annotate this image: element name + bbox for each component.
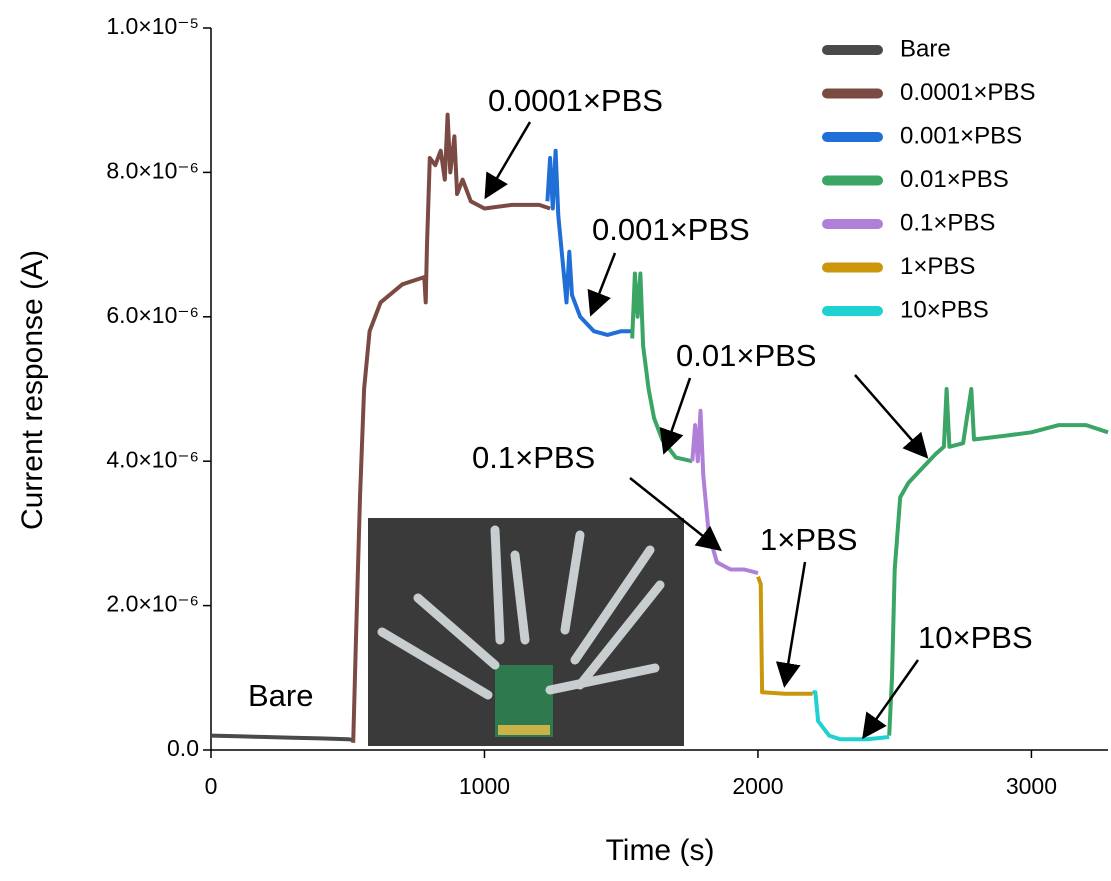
inset-photo bbox=[368, 518, 684, 746]
annotation-arrow bbox=[587, 252, 617, 317]
annotation-arrow bbox=[854, 374, 929, 459]
series-line bbox=[756, 575, 813, 696]
series-line bbox=[210, 733, 354, 742]
y-tick-label: 0.0 bbox=[167, 735, 199, 761]
y-tick-label: 6.0×10⁻⁶ bbox=[106, 302, 199, 328]
annotation-arrow bbox=[629, 477, 722, 552]
legend-label: Bare bbox=[900, 35, 951, 62]
series-line bbox=[545, 148, 633, 337]
annotation: 1×PBS bbox=[760, 522, 857, 557]
series-line bbox=[690, 408, 759, 576]
annotation: 10×PBS bbox=[918, 620, 1033, 655]
x-tick-label: 2000 bbox=[732, 773, 783, 799]
annotation-arrow bbox=[484, 121, 532, 200]
legend-label: 0.0001×PBS bbox=[900, 79, 1035, 106]
y-tick-label: 4.0×10⁻⁶ bbox=[106, 446, 199, 472]
annotation-arrow bbox=[862, 659, 920, 740]
legend-label: 0.01×PBS bbox=[900, 166, 1009, 193]
legend-label: 1×PBS bbox=[900, 253, 975, 280]
x-axis-label: Time (s) bbox=[606, 834, 715, 867]
annotation: 0.0001×PBS bbox=[488, 83, 663, 118]
annotation-arrow bbox=[775, 561, 807, 688]
annotation: 0.1×PBS bbox=[472, 440, 595, 475]
legend-label: 10×PBS bbox=[900, 296, 989, 323]
legend-label: 0.001×PBS bbox=[900, 122, 1022, 149]
x-tick-label: 0 bbox=[205, 773, 218, 799]
annotation: 0.001×PBS bbox=[592, 212, 750, 247]
series-line bbox=[812, 690, 890, 742]
x-tick-label: 1000 bbox=[459, 773, 510, 799]
y-tick-label: 1.0×10⁻⁵ bbox=[106, 13, 199, 39]
y-axis-label: Current response (A) bbox=[16, 250, 49, 530]
annotation-arrow bbox=[659, 377, 692, 455]
axes bbox=[210, 28, 1108, 751]
y-tick-label: 8.0×10⁻⁶ bbox=[106, 157, 199, 183]
annotation: 0.01×PBS bbox=[676, 338, 816, 373]
legend-label: 0.1×PBS bbox=[900, 209, 995, 236]
y-tick-label: 2.0×10⁻⁶ bbox=[106, 591, 199, 617]
x-tick-label: 3000 bbox=[1006, 773, 1057, 799]
series-line bbox=[351, 112, 551, 743]
annotation: Bare bbox=[248, 678, 313, 713]
